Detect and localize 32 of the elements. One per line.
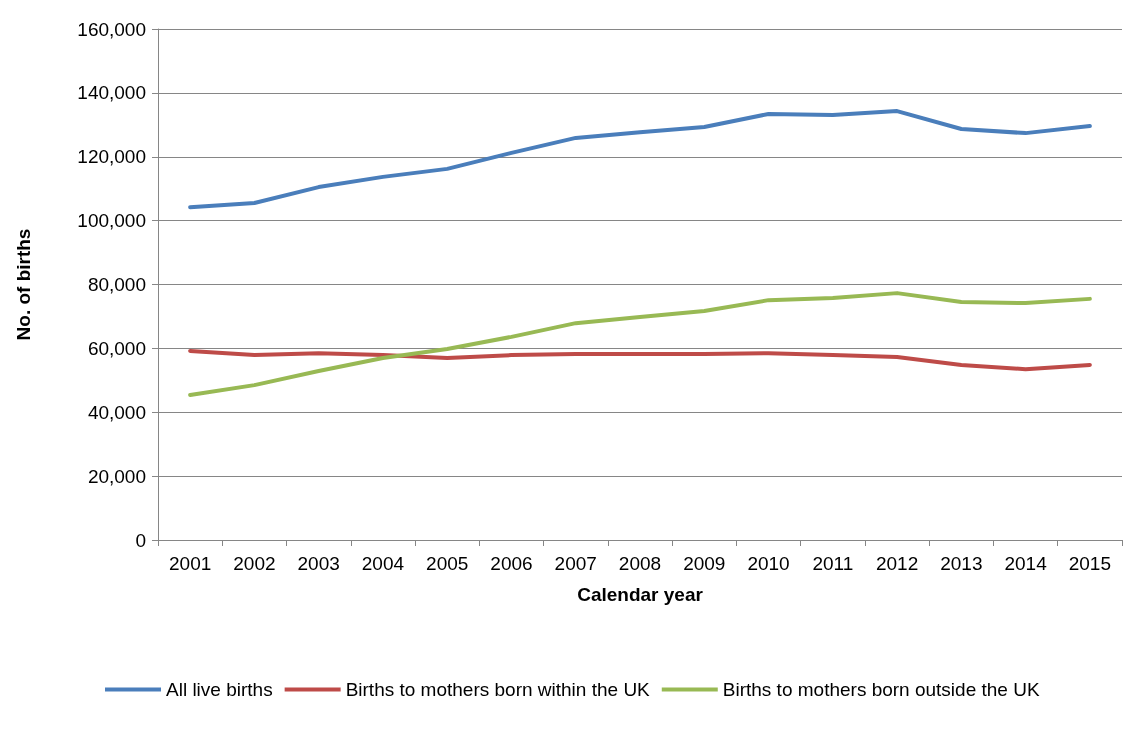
y-axis-title: No. of births bbox=[13, 228, 34, 341]
x-tick-label: 2012 bbox=[875, 553, 919, 574]
x-tick-label: 2001 bbox=[168, 553, 212, 574]
x-tick-label: 2010 bbox=[747, 553, 790, 574]
x-tick-label: 2002 bbox=[233, 553, 276, 574]
line-series bbox=[188, 291, 1092, 397]
x-tick-label: 2006 bbox=[490, 553, 533, 574]
legend-label: Births to mothers born outside the UK bbox=[722, 679, 1040, 700]
y-tick-label: 0 bbox=[135, 529, 146, 551]
x-tick-label: 2003 bbox=[297, 553, 340, 574]
x-tick-label: 2009 bbox=[683, 553, 726, 574]
x-tick-label: 2013 bbox=[940, 553, 983, 574]
x-tick-label: 2011 bbox=[812, 553, 854, 574]
x-tick-label: 2007 bbox=[554, 553, 597, 574]
y-tick-label: 120,000 bbox=[77, 146, 146, 168]
legend-label: Births to mothers born within the UK bbox=[345, 679, 651, 700]
x-tick-label: 2014 bbox=[1004, 553, 1048, 574]
y-tick-label: 80,000 bbox=[87, 274, 146, 295]
x-tick-label: 2004 bbox=[361, 553, 405, 574]
y-tick-label: 100,000 bbox=[77, 210, 146, 232]
x-tick-label: 2008 bbox=[618, 553, 662, 574]
y-tick-label: 20,000 bbox=[87, 465, 146, 487]
line-series bbox=[188, 348, 1092, 372]
y-tick-label: 40,000 bbox=[87, 401, 146, 423]
x-tick-label: 2005 bbox=[426, 553, 469, 574]
y-tick-label: 140,000 bbox=[77, 82, 146, 104]
legend-label: All live births bbox=[166, 679, 273, 700]
y-tick-label: 160,000 bbox=[77, 18, 146, 40]
y-tick-label: 60,000 bbox=[87, 337, 146, 359]
x-tick-label: 2015 bbox=[1068, 553, 1112, 574]
x-axis-title: Calendar year bbox=[577, 584, 704, 605]
line-series bbox=[188, 109, 1092, 210]
